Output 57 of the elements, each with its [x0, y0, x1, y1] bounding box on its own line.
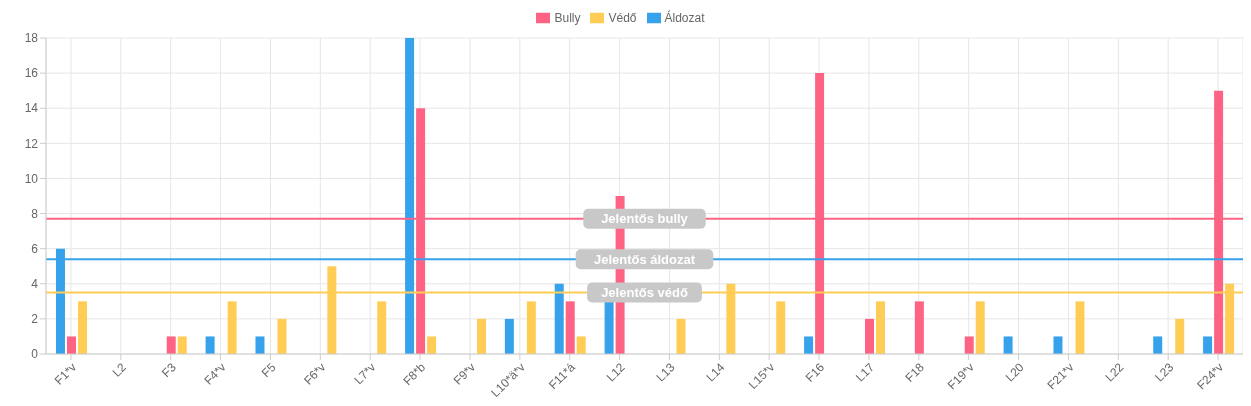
bar [1075, 301, 1085, 354]
bar [427, 336, 437, 354]
bar [676, 318, 686, 354]
x-tick-label: F8*b [400, 360, 429, 389]
bar [1053, 336, 1063, 354]
bar [66, 336, 76, 354]
x-tick-label: F3 [159, 360, 180, 381]
bar [504, 318, 514, 354]
bar [1153, 336, 1163, 354]
bar [476, 318, 486, 354]
legend-label: Bully [554, 11, 581, 25]
y-tick-label: 16 [24, 66, 39, 81]
bar [804, 336, 814, 354]
x-tick-label: L13 [653, 360, 678, 385]
bar [565, 301, 575, 354]
bar [526, 301, 536, 354]
x-tick-label: L12 [603, 360, 628, 385]
bar [554, 283, 564, 354]
bar [377, 301, 387, 354]
x-tick-label: L2 [109, 360, 130, 380]
y-tick-label: 2 [31, 312, 39, 327]
bar [1003, 336, 1013, 354]
y-tick-label: 0 [31, 347, 39, 362]
bar [77, 301, 87, 354]
bar [205, 336, 215, 354]
y-tick-label: 10 [24, 171, 39, 186]
x-tick-label: F5 [258, 360, 279, 381]
x-tick-label: L22 [1102, 360, 1127, 385]
legend-label: Áldozat [664, 11, 705, 25]
legend-label: Védő [608, 11, 637, 25]
bar [177, 336, 187, 354]
bar [1175, 318, 1185, 354]
x-tick-label: L20 [1002, 360, 1027, 385]
x-tick-label: L23 [1152, 360, 1177, 385]
bar [964, 336, 974, 354]
bar [864, 318, 874, 354]
y-tick-label: 8 [31, 206, 39, 221]
bar [604, 301, 614, 354]
y-tick-label: 14 [24, 101, 39, 116]
bar [975, 301, 985, 354]
bar [227, 301, 237, 354]
y-tick-label: 18 [24, 31, 39, 46]
x-tick-label: F18 [902, 360, 928, 385]
y-tick-label: 4 [31, 277, 39, 292]
y-tick-label: 12 [24, 136, 39, 151]
bar [875, 301, 885, 354]
x-tick-label: F16 [802, 360, 828, 385]
bar [576, 336, 586, 354]
x-tick-label: L17 [853, 360, 878, 385]
bar [776, 301, 786, 354]
bar [255, 336, 265, 354]
bar [914, 301, 924, 354]
bar [166, 336, 176, 354]
y-tick-label: 6 [31, 241, 39, 256]
x-tick-label: L14 [703, 360, 728, 385]
bar [1203, 336, 1213, 354]
bar [277, 318, 287, 354]
